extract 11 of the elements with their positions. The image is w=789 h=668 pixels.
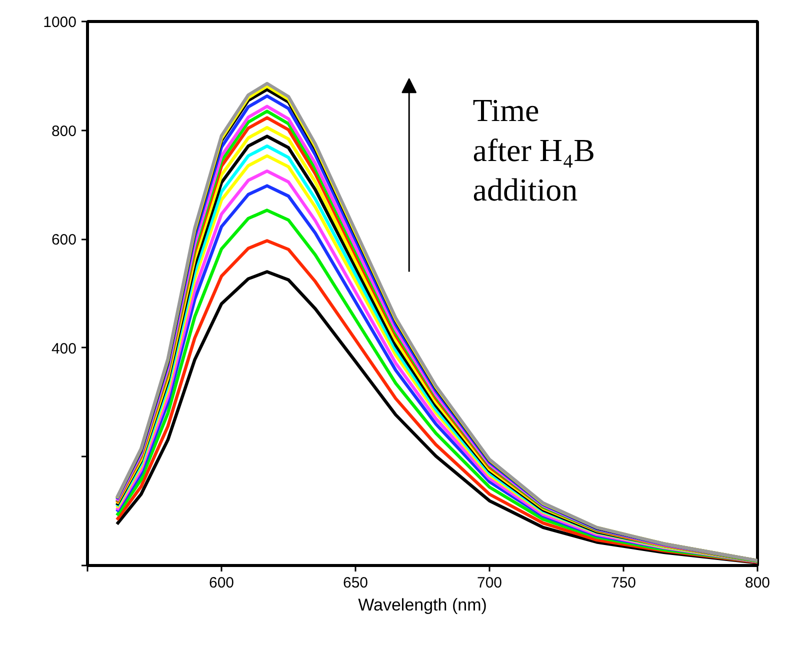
x-tick-label: 750 xyxy=(610,574,636,592)
x-axis-title: Wavelength (nm) xyxy=(358,596,487,614)
y-tick-label: 1000 xyxy=(43,14,77,31)
y-tick-label: 800 xyxy=(51,122,77,140)
x-tick-label: 650 xyxy=(342,574,368,592)
x-tick-label: 600 xyxy=(208,574,234,592)
y-tick-label: 600 xyxy=(51,232,77,249)
annotation: Time after H₄B addition xyxy=(472,92,595,208)
x-tick-label: 700 xyxy=(476,574,502,592)
y-tick-label: 400 xyxy=(51,340,77,358)
x-tick-label: 800 xyxy=(744,574,770,592)
